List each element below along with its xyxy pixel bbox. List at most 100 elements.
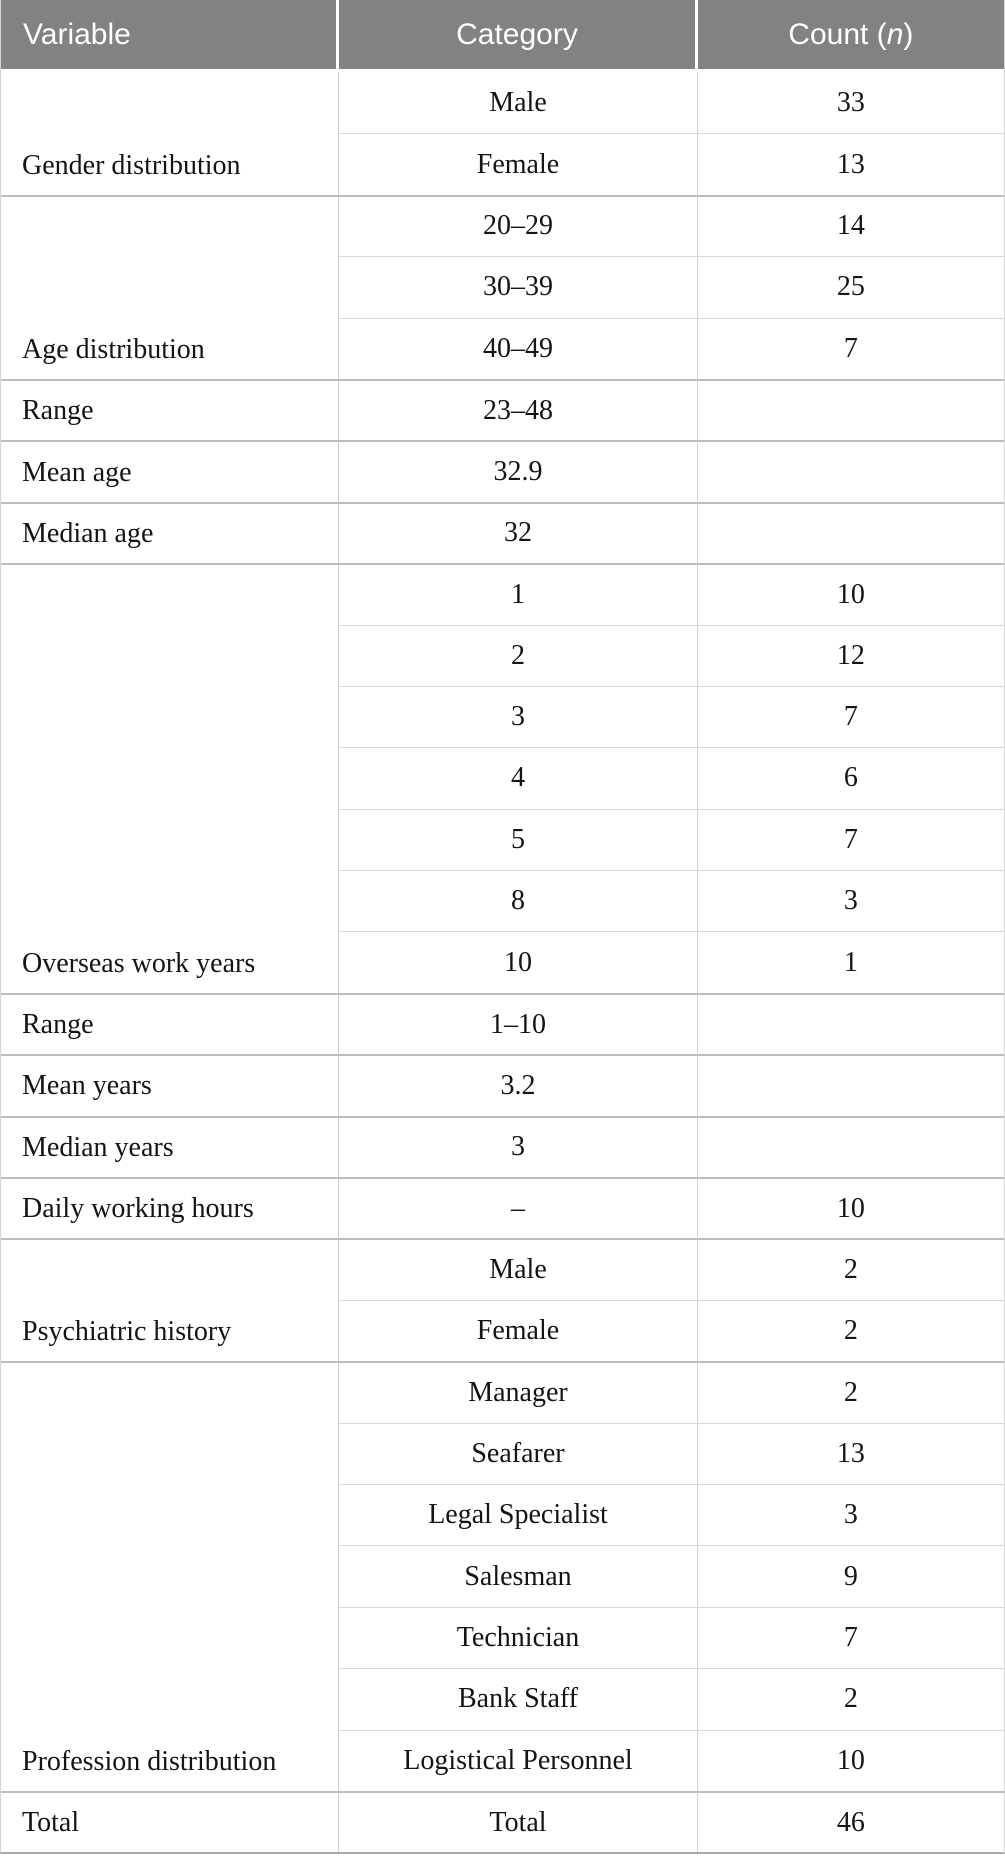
table-row: Psychiatric history Male 2	[1, 1238, 1004, 1362]
table-body: Gender distribution Male 33 Female 13 Age dis…	[1, 72, 1004, 1853]
table-row: Seafarer 13	[1, 1422, 1004, 1484]
category-cell: Technician	[339, 1606, 698, 1669]
table-row: Salesman 9	[1, 1545, 1004, 1607]
category-cell: 30–39	[339, 256, 698, 318]
table-row: Mean age 32.9	[1, 440, 1004, 502]
category-cell: Male	[339, 72, 698, 134]
table-row: Female 2	[1, 1299, 1004, 1362]
variable-cell: Median years	[1, 1115, 340, 1178]
category-cell: 23–48	[339, 378, 698, 441]
table-row: 30–39 25	[1, 256, 1004, 318]
variable-cell: Range	[1, 992, 340, 1055]
category-cell: 5	[339, 808, 698, 871]
count-cell: 3	[697, 1483, 1004, 1546]
count-cell: 7	[697, 808, 1004, 871]
header-count-n: n	[886, 17, 904, 51]
count-cell: 2	[697, 1361, 1004, 1423]
table-row: Daily working hours –10	[1, 1177, 1004, 1239]
variable-cell: Total	[1, 1790, 340, 1853]
category-cell: 4	[339, 747, 698, 809]
category-cell: 3.2	[339, 1054, 698, 1116]
header-count-suffix: )	[903, 17, 914, 51]
count-cell: 7	[697, 685, 1004, 748]
table-row: Range 23–48	[1, 378, 1004, 441]
count-cell: 10	[697, 563, 1004, 625]
category-cell: 2	[339, 624, 698, 686]
category-cell: Male	[339, 1238, 698, 1300]
count-cell: 7	[697, 1606, 1004, 1669]
count-cell: 6	[697, 747, 1004, 809]
category-cell: –	[339, 1177, 698, 1239]
count-cell: 10	[697, 1729, 1004, 1791]
count-cell: 2	[697, 1668, 1004, 1730]
header-category: Category	[339, 0, 698, 72]
count-cell: 2	[697, 1238, 1004, 1300]
category-cell: Salesman	[339, 1545, 698, 1607]
count-cell: 7	[697, 317, 1004, 379]
table-row: Female 13	[1, 133, 1004, 195]
variable-cell: Gender distribution	[1, 72, 340, 195]
header-variable: Variable	[1, 0, 340, 72]
count-cell: 2	[697, 1299, 1004, 1362]
count-cell: 25	[697, 256, 1004, 318]
variable-cell: Age distribution	[1, 194, 340, 379]
table-row: Range 1–10	[1, 992, 1004, 1055]
category-cell: 10	[339, 931, 698, 993]
header-count: Count (n)	[697, 0, 1004, 72]
count-cell: 33	[697, 72, 1004, 134]
category-cell: Manager	[339, 1361, 698, 1423]
table-row: Logistical Personnel 10	[1, 1729, 1004, 1791]
table-row: Overseas work years 1 10	[1, 563, 1004, 993]
table-row: Gender distribution Male 33	[1, 72, 1004, 195]
variable-cell: Mean age	[1, 440, 340, 502]
category-cell: Female	[339, 133, 698, 195]
table-row: 40–49 7	[1, 317, 1004, 379]
category-cell: Female	[339, 1299, 698, 1362]
table-row: Bank Staff 2	[1, 1668, 1004, 1730]
category-cell: 8	[339, 870, 698, 932]
count-cell	[697, 378, 1004, 441]
count-cell: 9	[697, 1545, 1004, 1607]
count-cell: 13	[697, 133, 1004, 195]
count-cell: 13	[697, 1422, 1004, 1484]
category-cell: 32	[339, 501, 698, 564]
variable-cell: Range	[1, 378, 340, 441]
category-cell: Seafarer	[339, 1422, 698, 1484]
table-row: Profession distribution Manager 2	[1, 1361, 1004, 1791]
count-cell	[697, 1054, 1004, 1116]
category-cell: 1–10	[339, 992, 698, 1055]
category-cell: 32.9	[339, 440, 698, 502]
variable-cell: Overseas work years	[1, 563, 340, 993]
variable-cell: Psychiatric history	[1, 1238, 340, 1362]
table-row: Mean years 3.2	[1, 1054, 1004, 1116]
count-cell	[697, 1115, 1004, 1178]
table-row: Total Total 46	[1, 1790, 1004, 1853]
category-cell: 40–49	[339, 317, 698, 379]
category-cell: Bank Staff	[339, 1668, 698, 1730]
table-row: Legal Specialist 3	[1, 1483, 1004, 1546]
table-header: Variable Category Count (n)	[1, 0, 1004, 72]
table-row: Median years 3	[1, 1115, 1004, 1178]
count-cell	[697, 992, 1004, 1055]
table-row: 10 1	[1, 931, 1004, 993]
category-cell: Legal Specialist	[339, 1483, 698, 1546]
variable-cell: Median age	[1, 501, 340, 564]
table-row: Technician 7	[1, 1606, 1004, 1669]
count-cell: 46	[697, 1790, 1004, 1853]
table-row: 2 12	[1, 624, 1004, 686]
category-cell: 1	[339, 563, 698, 625]
table-row: Age distribution 20–29 14	[1, 194, 1004, 379]
count-cell	[697, 440, 1004, 502]
count-cell: 3	[697, 870, 1004, 932]
variable-cell: Mean years	[1, 1054, 340, 1116]
header-row: Variable Category Count (n)	[1, 0, 1004, 72]
category-cell: Logistical Personnel	[339, 1729, 698, 1791]
category-cell: 3	[339, 1115, 698, 1178]
variable-cell: Profession distribution	[1, 1361, 340, 1791]
count-cell: 14	[697, 194, 1004, 257]
